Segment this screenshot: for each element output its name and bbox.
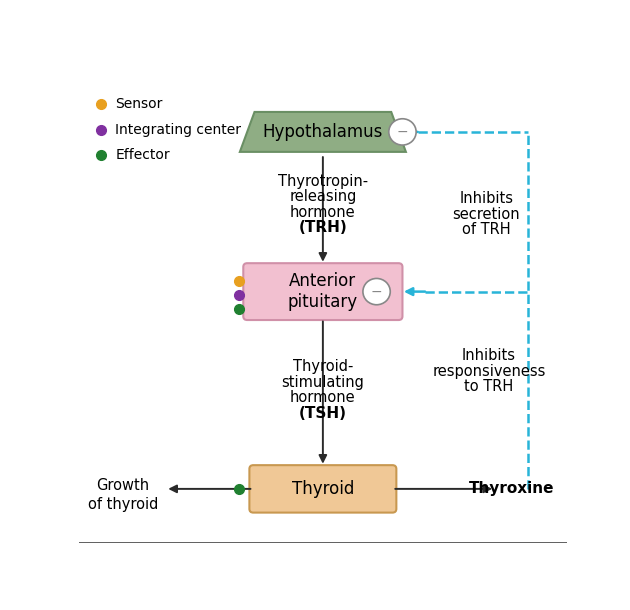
Text: Thyrotropin-: Thyrotropin- [278,174,368,189]
FancyBboxPatch shape [243,263,403,320]
Text: releasing: releasing [289,190,357,204]
Text: of thyroid: of thyroid [88,497,158,512]
Text: (TRH): (TRH) [299,220,347,235]
Text: −: − [397,125,408,139]
Text: Anterior
pituitary: Anterior pituitary [288,272,358,311]
Text: Inhibits: Inhibits [462,348,516,364]
Text: responsiveness: responsiveness [432,364,546,379]
Circle shape [363,278,390,305]
Text: Hypothalamus: Hypothalamus [263,123,383,141]
Text: Thyroxine: Thyroxine [469,481,555,497]
Text: to TRH: to TRH [464,379,513,395]
Text: secretion: secretion [452,207,520,221]
Text: hormone: hormone [290,390,356,406]
Text: (TSH): (TSH) [299,406,347,421]
Text: stimulating: stimulating [282,375,364,390]
Text: Inhibits: Inhibits [459,191,513,206]
Circle shape [389,119,416,145]
Polygon shape [240,112,406,152]
Text: Growth: Growth [96,478,149,493]
Text: of TRH: of TRH [462,222,511,237]
Text: Integrating center: Integrating center [115,123,241,137]
Text: hormone: hormone [290,205,356,220]
Text: Sensor: Sensor [115,97,163,111]
Text: Thyroid: Thyroid [292,480,354,498]
Text: −: − [371,285,382,299]
FancyBboxPatch shape [249,465,396,512]
Text: Effector: Effector [115,148,170,162]
Text: Thyroid-: Thyroid- [293,359,353,375]
